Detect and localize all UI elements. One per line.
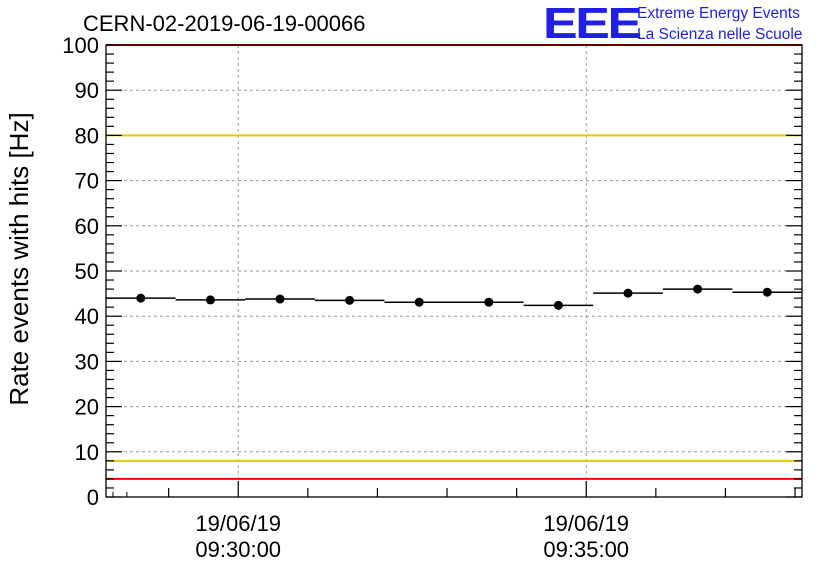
x-tick-label-date: 19/06/19 (543, 511, 629, 536)
x-tick-label-time: 09:35:00 (543, 537, 629, 562)
data-point (345, 295, 355, 305)
data-point (205, 295, 215, 305)
y-tick-label: 40 (75, 304, 99, 329)
x-tick-label-date: 19/06/19 (195, 511, 281, 536)
y-tick-label: 0 (87, 485, 99, 510)
eee-logo: EEE Extreme Energy Events La Scienza nel… (543, 2, 833, 46)
chart-title: CERN-02-2019-06-19-00066 (83, 11, 366, 36)
y-tick-label: 60 (75, 214, 99, 239)
x-tick-label-time: 09:30:00 (195, 537, 281, 562)
data-point (414, 297, 424, 307)
data-point (275, 294, 285, 304)
data-point (553, 300, 563, 310)
logo-tagline-1: Extreme Energy Events (637, 5, 800, 22)
data-point (136, 293, 146, 303)
data-point (693, 284, 703, 294)
data-point (484, 297, 494, 307)
y-tick-label: 70 (75, 169, 99, 194)
data-point (623, 288, 633, 298)
y-tick-label: 20 (75, 395, 99, 420)
y-axis-label: Rate events with hits [Hz] (4, 112, 34, 405)
y-tick-label: 90 (75, 78, 99, 103)
y-tick-label: 80 (75, 123, 99, 148)
logo-mark: EEE (543, 0, 642, 48)
data-point (762, 287, 772, 297)
y-tick-label: 50 (75, 259, 99, 284)
y-tick-label: 10 (75, 440, 99, 465)
y-tick-label: 30 (75, 349, 99, 374)
y-tick-label: 100 (62, 33, 99, 58)
logo-tagline-2: La Scienza nelle Scuole (637, 26, 803, 43)
